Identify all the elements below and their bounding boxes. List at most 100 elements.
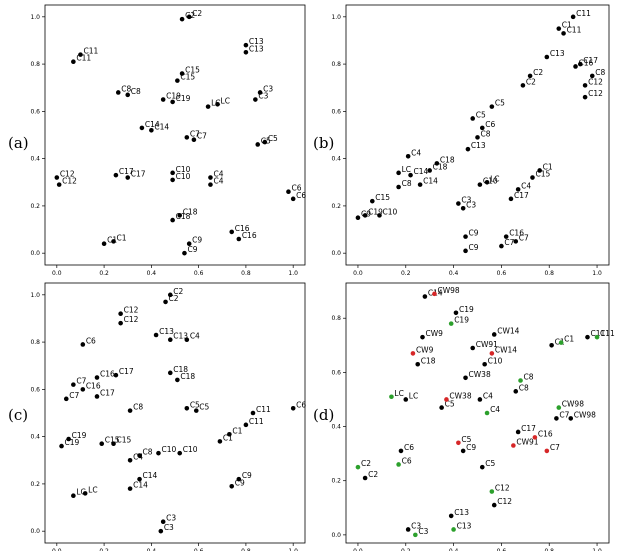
data-point <box>490 351 495 356</box>
point-label: C19 <box>65 438 80 447</box>
point-label: C14 <box>423 177 438 186</box>
x-tick-label: 0.0 <box>52 270 62 277</box>
point-label: C15 <box>117 436 132 445</box>
data-point <box>140 126 145 131</box>
data-point <box>175 78 180 83</box>
data-point <box>263 140 268 145</box>
x-tick-label: 1.0 <box>288 270 298 277</box>
point-label: C8 <box>402 179 412 188</box>
point-label: C2 <box>192 9 202 18</box>
point-label: CW14 <box>497 326 519 335</box>
data-point <box>461 206 466 211</box>
data-point <box>408 173 413 178</box>
point-label: C5 <box>495 99 505 108</box>
plot-frame <box>346 283 609 543</box>
data-point <box>170 218 175 223</box>
point-label: C12 <box>588 77 603 86</box>
point-label: C6 <box>485 120 495 129</box>
point-label: C4 <box>190 332 200 341</box>
data-point <box>363 476 368 481</box>
point-label: C18 <box>180 372 195 381</box>
data-point <box>492 332 497 337</box>
data-point <box>114 173 119 178</box>
point-label: C1 <box>232 426 242 435</box>
data-point <box>185 406 190 411</box>
data-point <box>229 484 234 489</box>
data-point <box>81 342 86 347</box>
data-point <box>396 171 401 176</box>
point-label: C7 <box>504 238 514 247</box>
point-label: C3 <box>466 200 476 209</box>
data-point <box>571 15 576 20</box>
data-point <box>509 197 514 202</box>
point-label: LC <box>402 165 411 174</box>
point-label: C7 <box>550 443 560 452</box>
data-point <box>513 389 518 394</box>
x-tick-label: 0.2 <box>401 270 411 277</box>
data-point <box>71 493 76 498</box>
data-point <box>461 449 466 454</box>
point-label: LC <box>394 389 403 398</box>
data-point <box>559 340 564 345</box>
point-label: C18 <box>176 212 191 221</box>
panel-4: (d)0.00.20.40.60.81.00.00.20.40.60.8C14C… <box>313 283 615 551</box>
panel-label: (b) <box>313 134 334 152</box>
point-label: C9 <box>466 443 476 452</box>
data-point <box>159 529 164 534</box>
point-label: C9 <box>469 243 479 252</box>
data-point <box>475 135 480 140</box>
data-point <box>170 171 175 176</box>
y-tick-label: 0.2 <box>331 203 341 210</box>
point-label: C5 <box>268 134 278 143</box>
data-point <box>418 182 423 187</box>
data-point <box>71 382 76 387</box>
data-point <box>377 213 382 218</box>
data-point <box>449 321 454 326</box>
panel-label: (c) <box>8 406 28 424</box>
point-label: C13 <box>457 521 472 530</box>
data-point <box>291 197 296 202</box>
point-label: C7 <box>519 233 529 242</box>
y-tick-label: 0.6 <box>331 369 341 376</box>
data-point <box>185 135 190 140</box>
data-point <box>554 416 559 421</box>
data-point <box>411 351 416 356</box>
point-label: CW98 <box>437 286 459 295</box>
point-label: C14 <box>154 122 169 131</box>
point-label: C6 <box>296 400 306 409</box>
data-point <box>208 182 213 187</box>
point-label: CW38 <box>469 370 491 379</box>
point-label: C15 <box>535 170 550 179</box>
point-label: C11 <box>600 329 615 338</box>
data-point <box>356 215 361 220</box>
point-label: CW38 <box>449 391 471 400</box>
point-label: C12 <box>124 306 139 315</box>
data-point <box>125 93 130 98</box>
point-label: C2 <box>361 459 371 468</box>
point-label: C9 <box>192 236 202 245</box>
x-tick-label: 0.4 <box>449 270 459 277</box>
data-point <box>168 371 173 376</box>
data-point <box>57 182 62 187</box>
data-point <box>549 343 554 348</box>
data-point <box>128 486 133 491</box>
data-point <box>585 335 590 340</box>
y-tick-label: 0.0 <box>331 250 341 257</box>
point-label: C5 <box>461 435 471 444</box>
point-label: C17 <box>131 170 146 179</box>
point-label: C6 <box>296 191 306 200</box>
data-point <box>218 439 223 444</box>
data-point <box>456 201 461 206</box>
point-label: C10 <box>161 445 176 454</box>
point-label: C16 <box>86 381 101 390</box>
point-label: LC <box>88 485 97 494</box>
data-point <box>490 104 495 109</box>
point-label: C13 <box>454 508 469 517</box>
point-label: C17 <box>514 191 529 200</box>
data-point <box>478 182 483 187</box>
data-point <box>423 294 428 299</box>
point-label: C15 <box>180 73 195 82</box>
data-point <box>175 378 180 383</box>
x-tick-label: 0.4 <box>147 270 157 277</box>
point-label: C7 <box>197 132 207 141</box>
